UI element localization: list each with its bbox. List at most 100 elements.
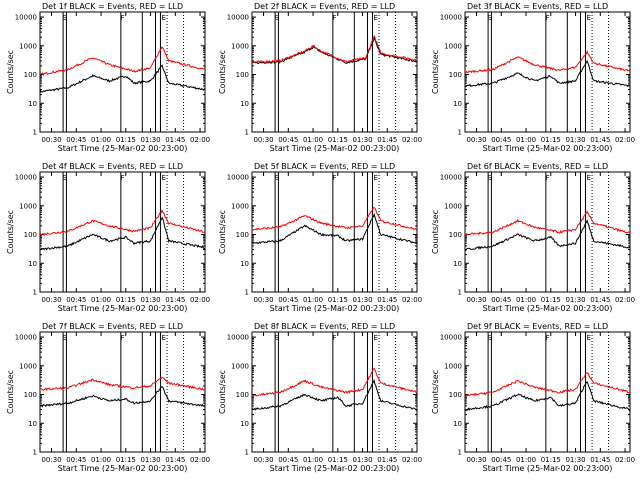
chart-title: Det 3f BLACK = Events, RED = LLD (467, 2, 608, 11)
interval-marker: S (63, 14, 68, 22)
chart-panel: Det 7f BLACK = Events, RED = LLD 1 10 100 10… (6, 322, 210, 473)
y-tick-label: 10000 (15, 334, 37, 342)
y-tick-label: 100 (449, 231, 462, 239)
plot-frame (464, 11, 631, 133)
y-tick-label: 10000 (440, 334, 462, 342)
x-tick-label: 01:45 (165, 136, 185, 144)
x-tick-label: 01:00 (303, 296, 323, 304)
x-tick-label: 00:45 (491, 296, 511, 304)
x-tick-label: 01:15 (328, 136, 348, 144)
x-tick-label: 01:30 (352, 296, 372, 304)
y-tick-label: 1 (245, 129, 249, 137)
x-tick-label: 02:00 (190, 136, 210, 144)
y-tick-label: 10 (240, 420, 249, 428)
chart-title: Det 1f BLACK = Events, RED = LLD (42, 2, 183, 11)
y-tick-label: 1 (245, 289, 249, 297)
plot-frame (464, 171, 631, 293)
x-tick-label: 02:00 (402, 456, 422, 464)
x-tick-label: 02:00 (402, 136, 422, 144)
y-tick-label: 10000 (227, 174, 249, 182)
x-tick-label: 01:45 (377, 136, 397, 144)
chart-panel: Det 3f BLACK = Events, RED = LLD 1 10 100 10… (431, 2, 635, 153)
x-tick-label: 01:15 (116, 456, 136, 464)
x-tick-label: 00:45 (491, 456, 511, 464)
x-tick-label: 00:45 (278, 136, 298, 144)
chart-panel: Det 2f BLACK = Events, RED = LLD 1 10 100 10… (218, 2, 422, 153)
y-axis-label: Counts/sec (431, 50, 440, 94)
y-tick-label: 1 (33, 449, 37, 457)
y-tick-label: 1000 (444, 362, 462, 370)
y-tick-label: 10000 (227, 334, 249, 342)
interval-marker: F (120, 14, 124, 22)
x-tick-label: 01:00 (516, 456, 536, 464)
x-tick-label: 00:45 (278, 456, 298, 464)
x-tick-label: 00:45 (66, 296, 86, 304)
x-tick-label: 01:00 (303, 456, 323, 464)
x-tick-label: 01:00 (303, 136, 323, 144)
chart-panel: Det 8f BLACK = Events, RED = LLD 1 10 100 10… (218, 322, 422, 473)
x-tick-label: 00:30 (253, 136, 273, 144)
series-line-events (251, 212, 418, 245)
series-line-events (39, 64, 205, 93)
y-tick-label: 10 (28, 260, 37, 268)
series-line-lld (464, 49, 631, 74)
y-tick-label: 1 (458, 449, 462, 457)
interval-marker: S (275, 14, 280, 22)
interval-marker: E (374, 174, 378, 182)
y-tick-label: 1000 (231, 362, 249, 370)
x-tick-label: 02:00 (190, 296, 210, 304)
series-line-events (251, 378, 418, 411)
interval-marker: S (275, 334, 280, 342)
chart-panel: Det 5f BLACK = Events, RED = LLD 1 10 100 10… (218, 162, 422, 313)
y-tick-label: 10 (240, 100, 249, 108)
chart-panel: Det 1f BLACK = Events, RED = LLD 1 10 100 10… (6, 2, 210, 153)
x-tick-label: 00:30 (253, 456, 273, 464)
x-tick-label: 01:30 (565, 136, 585, 144)
x-tick-label: 01:45 (377, 296, 397, 304)
y-tick-label: 1 (458, 289, 462, 297)
x-tick-label: 01:00 (91, 296, 111, 304)
y-tick-label: 10000 (15, 174, 37, 182)
x-tick-label: 01:15 (116, 136, 136, 144)
series-line-lld (251, 207, 418, 231)
x-tick-label: 01:30 (565, 456, 585, 464)
interval-marker: E (162, 14, 166, 22)
x-tick-label: 00:45 (491, 136, 511, 144)
series-line-lld (39, 46, 206, 77)
y-axis-label: Counts/sec (6, 210, 15, 254)
x-axis-label: Start Time (25-Mar-02 00:23:00) (483, 304, 613, 313)
x-tick-label: 02:00 (615, 456, 635, 464)
x-tick-label: 02:00 (190, 456, 210, 464)
x-tick-label: 01:45 (590, 456, 610, 464)
x-tick-label: 01:15 (116, 296, 136, 304)
chart-title: Det 2f BLACK = Events, RED = LLD (254, 2, 395, 11)
x-axis-label: Start Time (25-Mar-02 00:23:00) (483, 464, 613, 473)
chart-title: Det 8f BLACK = Events, RED = LLD (254, 322, 395, 331)
x-tick-label: 01:30 (565, 296, 585, 304)
x-tick-label: 02:00 (615, 136, 635, 144)
interval-marker: F (120, 174, 124, 182)
interval-marker: F (120, 334, 124, 342)
interval-marker: F (545, 174, 549, 182)
y-tick-label: 100 (449, 391, 462, 399)
y-tick-label: 100 (449, 71, 462, 79)
x-tick-label: 01:15 (328, 456, 348, 464)
y-tick-label: 100 (236, 391, 249, 399)
y-tick-label: 10 (240, 260, 249, 268)
x-tick-label: 01:45 (165, 456, 185, 464)
chart-title: Det 9f BLACK = Events, RED = LLD (467, 322, 608, 331)
y-tick-label: 100 (236, 71, 249, 79)
x-tick-label: 01:30 (352, 456, 372, 464)
y-tick-label: 1000 (231, 202, 249, 210)
y-tick-label: 10 (453, 420, 462, 428)
x-tick-label: 00:45 (66, 136, 86, 144)
y-tick-label: 100 (24, 391, 37, 399)
interval-marker: E (162, 174, 166, 182)
plot-frame (39, 331, 206, 453)
interval-marker: F (332, 334, 336, 342)
interval-marker: E (374, 14, 378, 22)
series-line-lld (39, 208, 206, 236)
x-tick-label: 01:45 (165, 296, 185, 304)
y-axis-label: Counts/sec (431, 210, 440, 254)
